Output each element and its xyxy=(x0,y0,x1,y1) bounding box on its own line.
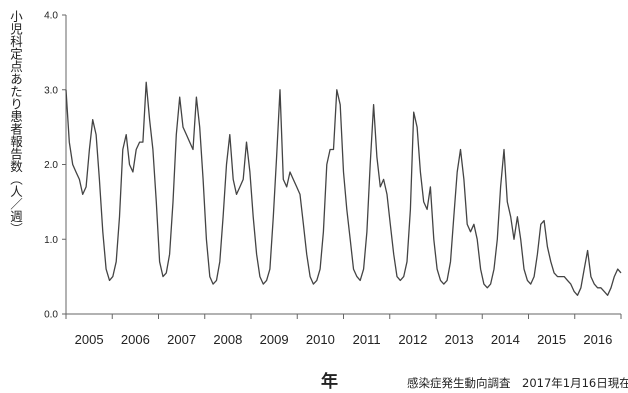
x-tick-label: 2016 xyxy=(583,332,612,347)
y-axis: 0.0 1.0 2.0 3.0 4.0 xyxy=(44,11,67,321)
x-tick-label: 2015 xyxy=(537,332,566,347)
y-tick-label: 4.0 xyxy=(44,11,58,22)
y-tick-label: 2.0 xyxy=(44,160,58,171)
x-tick-label: 2012 xyxy=(398,332,427,347)
y-tick-label: 1.0 xyxy=(44,235,58,246)
x-tick-label: 2007 xyxy=(167,332,196,347)
plot-area xyxy=(65,81,622,296)
x-tick-label: 2006 xyxy=(121,332,150,347)
x-tick-label: 2009 xyxy=(260,332,289,347)
y-axis-label: 小児科定点あたり患者報告数（人／週） xyxy=(8,10,23,235)
x-tick-label: 2008 xyxy=(213,332,242,347)
y-tick-label: 3.0 xyxy=(44,85,58,96)
y-tick-label: 0.0 xyxy=(44,310,58,321)
x-tick-label: 2013 xyxy=(445,332,474,347)
x-tick-label: 2010 xyxy=(306,332,335,347)
series-line xyxy=(65,81,622,296)
x-axis: 2005 2006 2007 2008 2009 2010 2011 2012 2013 2014… xyxy=(65,313,622,347)
x-tick-label: 2005 xyxy=(75,332,104,347)
source-note: 感染症発生動向調査 2017年1月16日現在 xyxy=(407,376,628,390)
x-tick-label: 2011 xyxy=(353,332,381,347)
x-tick-label: 2014 xyxy=(491,332,520,347)
x-axis-label: 年 xyxy=(321,372,338,392)
